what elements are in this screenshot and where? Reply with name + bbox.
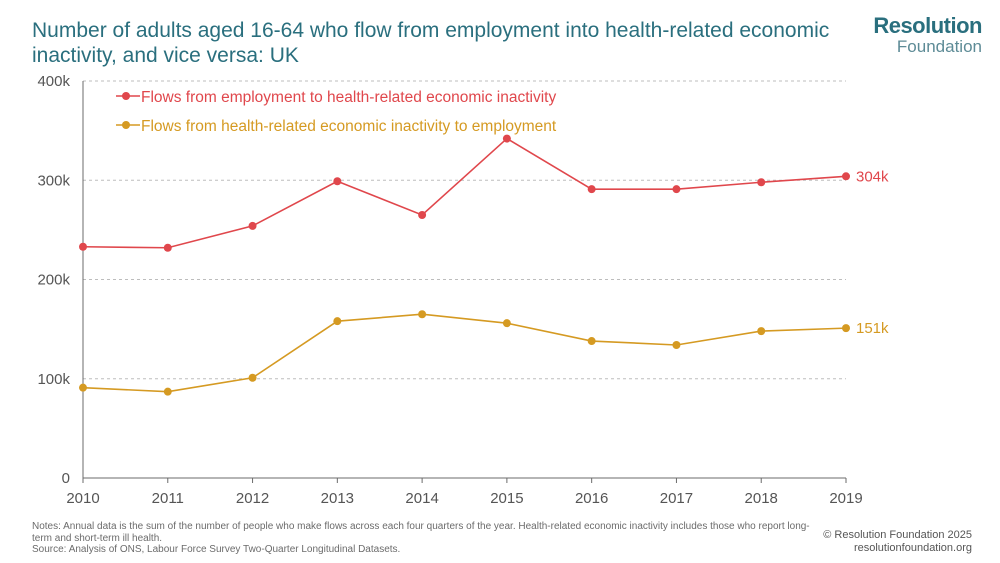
source-text: Source: Analysis of ONS, Labour Force Su… — [32, 544, 401, 555]
x-tick-label: 2012 — [236, 490, 269, 507]
y-tick-label: 200k — [37, 272, 70, 289]
data-point — [587, 337, 596, 346]
legend-entry: Flows from health-related economic inact… — [141, 118, 557, 135]
legend-swatch-marker — [122, 121, 130, 129]
data-point — [79, 383, 87, 392]
copyright-text: © Resolution Foundation 2025 — [823, 529, 972, 541]
end-value-label: 151k — [856, 320, 889, 337]
data-point — [333, 177, 342, 186]
data-point — [502, 319, 511, 328]
series-line-2 — [82, 313, 847, 393]
data-point — [672, 341, 681, 350]
data-point — [248, 221, 257, 230]
data-point — [418, 310, 427, 319]
data-point — [757, 178, 766, 187]
notes-text: Notes: Annual data is the sum of the num… — [32, 521, 810, 544]
data-point — [757, 327, 766, 336]
x-tick-label: 2011 — [152, 490, 184, 507]
data-point — [587, 185, 596, 194]
data-point — [163, 243, 172, 252]
chart-title: Number of adults aged 16-64 who flow fro… — [32, 19, 830, 67]
data-point — [418, 210, 427, 219]
legend-swatch-marker — [122, 92, 130, 100]
x-tick-label: 2015 — [490, 490, 523, 507]
x-tick-label: 2017 — [660, 490, 693, 507]
data-point — [248, 373, 257, 382]
brand-name-top: Resolution — [873, 13, 982, 38]
x-tick-label: 2014 — [405, 490, 438, 507]
legend-entry: Flows from employment to health-related … — [141, 89, 556, 106]
series-line-1 — [82, 137, 847, 249]
data-point — [502, 134, 511, 143]
brand-logo: Resolution Foundation — [802, 14, 982, 56]
x-tick-label: 2018 — [745, 490, 778, 507]
y-tick-label: 100k — [37, 371, 70, 388]
x-tick-label: 2010 — [66, 490, 99, 507]
copyright-block: © Resolution Foundation 2025 resolutionf… — [722, 529, 972, 555]
brand-name-bottom: Foundation — [896, 37, 982, 56]
y-tick-label: 300k — [37, 172, 70, 189]
data-point — [79, 242, 87, 251]
website-text: resolutionfoundation.org — [853, 542, 972, 554]
x-tick-label: 2019 — [829, 490, 862, 507]
end-value-label: 304k — [856, 168, 889, 185]
x-tick-label: 2016 — [575, 490, 608, 507]
data-point — [672, 185, 681, 194]
y-tick-label: 0 — [62, 470, 70, 487]
data-point — [842, 324, 850, 333]
x-tick-label: 2013 — [321, 490, 354, 507]
data-point — [333, 317, 342, 326]
data-point — [842, 172, 850, 181]
y-tick-label: 400k — [37, 73, 70, 90]
chart-notes: Notes: Annual data is the sum of the num… — [32, 521, 812, 556]
data-point — [163, 387, 172, 396]
